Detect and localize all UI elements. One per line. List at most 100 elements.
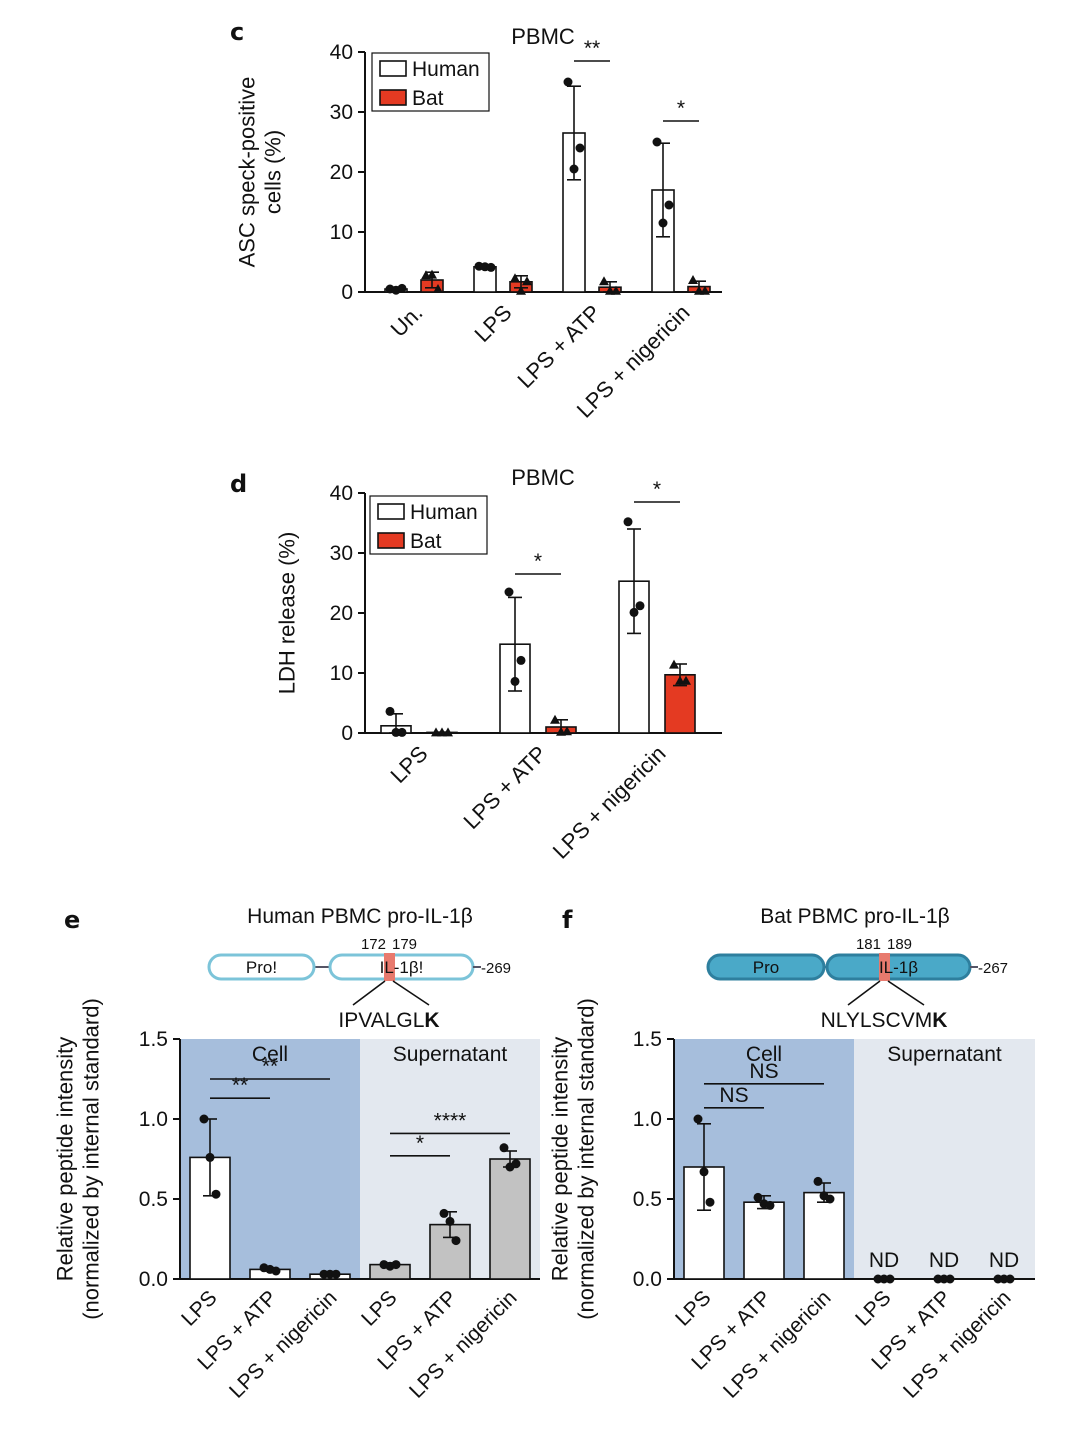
x-tick-label-lps: LPS <box>671 1286 715 1330</box>
x-tick-label-lps: LPS <box>385 741 432 788</box>
data-point <box>397 283 407 293</box>
y-tick-label: 30 <box>330 542 353 565</box>
data-point-triangle <box>427 269 437 279</box>
group-label-cell: Cell <box>252 1043 288 1066</box>
protein-domain-pro-label: Pro! <box>246 958 277 977</box>
chart-title: Bat PBMC pro-IL-1β <box>760 905 949 928</box>
y-tick-label: 30 <box>330 101 353 124</box>
data-point <box>391 1260 401 1270</box>
data-point <box>499 1143 509 1153</box>
panel-label-e: e <box>64 906 80 934</box>
y-tick-label: 40 <box>330 41 353 64</box>
x-tick-label-lps: LPS <box>177 1286 221 1330</box>
data-point-triangle <box>516 285 526 295</box>
cleavage-start-position: 181 <box>856 936 881 953</box>
peptide-sequence-main: NLYLSCVM <box>821 1009 933 1032</box>
y-tick-label: 0.5 <box>139 1188 168 1211</box>
nd-label: ND <box>869 1249 899 1272</box>
legend-swatch-bat <box>377 532 405 549</box>
bar-cell-lps-nigericin <box>803 1191 845 1280</box>
significance-label: * <box>416 1132 424 1155</box>
x-tick-label-lps: LPS <box>469 300 516 347</box>
protein-length: -267 <box>978 960 1008 977</box>
chart-e: Cell Supernatant 0.0 0.5 1.0 1.5 Relative pept… <box>53 905 540 1403</box>
data-point <box>753 1192 763 1202</box>
data-point-triangle <box>599 276 609 286</box>
x-tick-label-lps-nigericin: LPS + nigericin <box>548 741 671 864</box>
panel-label-d: d <box>230 470 247 498</box>
data-point <box>1005 1274 1015 1284</box>
group-label-supernatant: Supernatant <box>887 1043 1002 1066</box>
y-axis-label: ASC speck-positive <box>235 77 260 268</box>
chart-title: Human PBMC pro-IL-1β <box>247 905 473 928</box>
x-tick-label-lps-atp: LPS + ATP <box>512 300 605 393</box>
data-point-triangle <box>550 714 560 724</box>
y-axis-label: LDH release (%) <box>275 532 300 695</box>
data-point <box>331 1269 341 1279</box>
data-point <box>635 601 645 611</box>
significance-label: ** <box>584 37 600 60</box>
y-tick-label: 0.5 <box>633 1188 662 1211</box>
peptide-pointer-right <box>392 980 430 1006</box>
cleavage-end-position: 179 <box>392 936 417 953</box>
data-point <box>397 727 407 737</box>
data-point <box>385 706 395 716</box>
peptide-sequence: IPVALGLK <box>338 1009 439 1032</box>
bar-cell-lps <box>683 1166 725 1280</box>
chart-title: PBMC <box>511 24 575 49</box>
chart-c: PBMC ASC speck-positive cells (%) 0 10 20 30 40… <box>235 24 722 423</box>
y-tick-label: 1.0 <box>633 1108 662 1131</box>
peptide-sequence-lysine: K <box>424 1009 439 1032</box>
group-label-supernatant: Supernatant <box>393 1043 508 1066</box>
x-tick-label-lps-nigericin: LPS + nigericin <box>225 1286 342 1403</box>
data-point <box>575 143 585 153</box>
peptide-pointer-right <box>887 980 925 1006</box>
data-point <box>199 1114 209 1124</box>
y-axis-label: Relative peptide intensity <box>53 1037 78 1282</box>
panel-label-c: c <box>230 18 244 46</box>
significance-label: NS <box>719 1084 748 1107</box>
y-tick-label: 0.0 <box>633 1268 662 1291</box>
y-tick-label: 1.5 <box>139 1028 168 1051</box>
peptide-pointer-left <box>352 980 386 1006</box>
y-tick-label: 1.0 <box>139 1108 168 1131</box>
y-tick-label: 20 <box>330 161 353 184</box>
data-point-triangle <box>433 284 443 293</box>
y-axis-label: cells (%) <box>261 130 286 214</box>
bar-cell-lps-atp <box>743 1201 785 1280</box>
protein-domain-pro <box>706 953 826 981</box>
data-point <box>652 137 662 147</box>
data-point-triangle <box>611 285 621 295</box>
significance-label: * <box>534 550 542 573</box>
bar-supernatant-lps-nigericin <box>489 1158 531 1280</box>
data-point <box>705 1197 715 1207</box>
y-tick-label: 10 <box>330 662 353 685</box>
cleavage-end-position: 189 <box>887 936 912 953</box>
legend-label-bat: Bat <box>410 530 442 553</box>
y-tick-label: 0.0 <box>139 1268 168 1291</box>
nd-label: ND <box>929 1249 959 1272</box>
supernatant-background <box>854 1039 1035 1279</box>
cleavage-site <box>879 953 890 981</box>
data-point <box>765 1200 775 1210</box>
x-tick-label-lps-nigericin: LPS + nigericin <box>899 1286 1016 1403</box>
significance-label: * <box>677 97 685 120</box>
cleavage-site <box>384 953 395 981</box>
data-point <box>205 1152 215 1162</box>
x-tick-label-lps-nigericin: LPS + nigericin <box>719 1286 836 1403</box>
legend-swatch-bat <box>379 89 407 106</box>
data-point <box>486 262 496 272</box>
data-point <box>825 1194 835 1204</box>
data-point-triangle <box>443 727 453 737</box>
x-tick-label-lps-atp: LPS + ATP <box>458 741 551 834</box>
significance-label: * <box>653 478 661 501</box>
data-point <box>211 1189 221 1199</box>
data-point <box>945 1274 955 1284</box>
chart-d: PBMC LDH release (%) 0 10 20 30 40 LPS LPS + ATP… <box>275 465 722 864</box>
y-axis-label: Relative peptide intensity <box>548 1037 573 1282</box>
y-axis-label: (normalized by internal standard) <box>79 998 104 1320</box>
chart-f: Cell Supernatant 0.0 0.5 1.0 1.5 Relative pept… <box>548 905 1035 1403</box>
cleavage-start-position: 172 <box>361 936 386 953</box>
legend-swatch-human <box>377 503 405 520</box>
